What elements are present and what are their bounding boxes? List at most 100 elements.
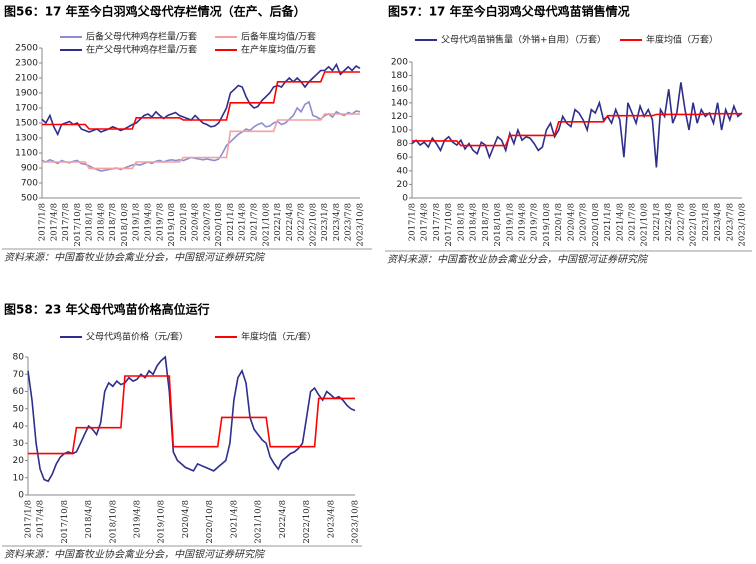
y-tick-label: 2300: [15, 59, 38, 69]
x-tick-label: 2021/4/8: [238, 203, 248, 241]
y-tick-label: 140: [391, 98, 408, 108]
x-tick-label: 2020/4/8: [191, 203, 201, 241]
x-tick-label: 2020/10/8: [205, 500, 215, 544]
x-tick-label: 2021/10/8: [261, 203, 271, 247]
y-tick-label: 0: [402, 194, 408, 204]
series-line: [42, 71, 360, 130]
y-tick-label: 1500: [15, 119, 38, 129]
x-tick-label: 2022/10/8: [302, 500, 312, 544]
x-tick-label: 2023/10/8: [356, 203, 366, 247]
series-line: [411, 82, 743, 168]
y-tick-label: 80: [397, 139, 409, 149]
x-tick-label: 2017/1/8: [38, 203, 48, 241]
x-tick-label: 2022/4/8: [278, 500, 288, 538]
x-tick-label: 2023/4/8: [713, 203, 723, 241]
x-tick-label: 2020/1/8: [554, 203, 564, 241]
x-tick-label: 2017/1/8: [408, 203, 418, 241]
x-tick-label: 2019/1/8: [132, 203, 142, 241]
x-tick-label: 2022/10/8: [689, 203, 699, 247]
y-tick-label: 2500: [15, 44, 38, 54]
series-line: [41, 100, 361, 172]
legend-label: 年度均值（元/套）: [241, 331, 316, 343]
x-tick-label: 2019/7/8: [530, 203, 540, 241]
x-tick-label: 2017/4/8: [420, 203, 430, 241]
y-tick-label: 10: [13, 473, 25, 483]
legend-label: 年度均值（万套）: [646, 34, 718, 46]
y-tick-label: 80: [13, 353, 25, 363]
x-tick-label: 2021/10/8: [254, 500, 264, 544]
y-tick-label: 1900: [15, 89, 38, 99]
y-tick-label: 900: [21, 164, 38, 174]
y-tick-label: 2100: [15, 74, 38, 84]
x-tick-label: 2018/4/8: [469, 203, 479, 241]
x-tick-label: 2017/1/8: [24, 500, 34, 538]
y-tick-label: 40: [13, 422, 25, 432]
x-tick-label: 2021/10/8: [640, 203, 650, 247]
x-tick-label: 2022/7/8: [297, 203, 307, 241]
source-note: 资料来源：中国畜牧业协会禽业分会，中国银河证券研究院: [387, 254, 649, 266]
x-tick-label: 2022/1/8: [273, 203, 283, 241]
legend-label: 父母代鸡苗销售量（外销+自用）（万套）: [441, 34, 606, 46]
y-tick-label: 1700: [15, 104, 38, 114]
x-tick-label: 2018/1/8: [85, 203, 95, 241]
x-tick-label: 2017/10/8: [60, 500, 70, 544]
x-tick-label: 2018/4/8: [84, 500, 94, 538]
series-line: [42, 113, 360, 170]
chart-title: 图58：23 年父母代鸡苗价格高位运行: [4, 302, 210, 317]
x-tick-label: 2017/7/8: [61, 203, 71, 241]
legend-label: 在产父母代种鸡存栏量/万套: [86, 44, 197, 56]
x-tick-label: 2023/7/8: [344, 203, 354, 241]
y-tick-label: 100: [391, 126, 408, 136]
legend-label: 后备年度均值/万套: [241, 31, 316, 43]
chart-title: 图57：17 年至今白羽鸡父母代鸡苗销售情况: [388, 4, 630, 19]
x-tick-label: 2021/4/8: [229, 500, 239, 538]
series-line: [41, 62, 361, 137]
x-tick-label: 2021/1/8: [603, 203, 613, 241]
x-tick-label: 2023/4/8: [326, 500, 336, 538]
x-tick-label: 2021/1/8: [226, 203, 236, 241]
x-tick-label: 2017/7/8: [432, 203, 442, 241]
y-tick-label: 20: [397, 180, 409, 190]
x-tick-label: 2023/1/8: [320, 203, 330, 241]
x-tick-label: 2021/4/8: [615, 203, 625, 241]
x-tick-label: 2019/10/8: [167, 203, 177, 247]
y-tick-label: 180: [391, 71, 408, 81]
y-tick-label: 500: [21, 194, 38, 204]
y-tick-label: 40: [397, 166, 409, 176]
y-tick-label: 120: [391, 112, 408, 122]
x-tick-label: 2023/4/8: [332, 203, 342, 241]
y-tick-label: 160: [391, 85, 408, 95]
source-note: 资料来源：中国畜牧业协会禽业分会，中国银河证券研究院: [4, 549, 266, 561]
x-tick-label: 2017/4/8: [36, 500, 46, 538]
y-tick-label: 1100: [15, 149, 38, 159]
x-tick-label: 2020/10/8: [591, 203, 601, 247]
y-tick-label: 50: [13, 404, 25, 414]
x-tick-label: 2018/10/8: [108, 500, 118, 544]
x-tick-label: 2020/7/8: [579, 203, 589, 241]
x-tick-label: 2020/7/8: [202, 203, 212, 241]
x-tick-label: 2018/1/8: [456, 203, 466, 241]
x-tick-label: 2019/4/8: [144, 203, 154, 241]
legend-label: 在产年度均值/万套: [241, 44, 316, 56]
source-note: 资料来源：中国畜牧业协会禽业分会，中国银河证券研究院: [4, 252, 266, 264]
series-line: [412, 112, 742, 147]
series-line: [27, 355, 356, 483]
x-tick-label: 2020/4/8: [566, 203, 576, 241]
x-tick-label: 2021/7/8: [628, 203, 638, 241]
x-tick-label: 2020/1/8: [179, 203, 189, 241]
x-tick-label: 2022/1/8: [652, 203, 662, 241]
y-tick-label: 20: [13, 456, 25, 466]
x-tick-label: 2019/10/8: [157, 500, 167, 544]
chart-title: 图56：17 年至今白羽鸡父母代存栏情况（在产、后备）: [4, 4, 306, 19]
x-tick-label: 2023/10/8: [351, 500, 361, 544]
x-tick-label: 2023/10/8: [738, 203, 748, 247]
x-tick-label: 2018/10/8: [120, 203, 130, 247]
x-tick-label: 2019/4/8: [518, 203, 528, 241]
y-tick-label: 70: [13, 370, 25, 380]
y-tick-label: 700: [21, 179, 38, 189]
x-tick-label: 2017/10/8: [73, 203, 83, 247]
x-tick-label: 2018/7/8: [108, 203, 118, 241]
legend-label: 后备父母代种鸡存栏量/万套: [86, 31, 197, 43]
y-tick-label: 30: [13, 439, 25, 449]
